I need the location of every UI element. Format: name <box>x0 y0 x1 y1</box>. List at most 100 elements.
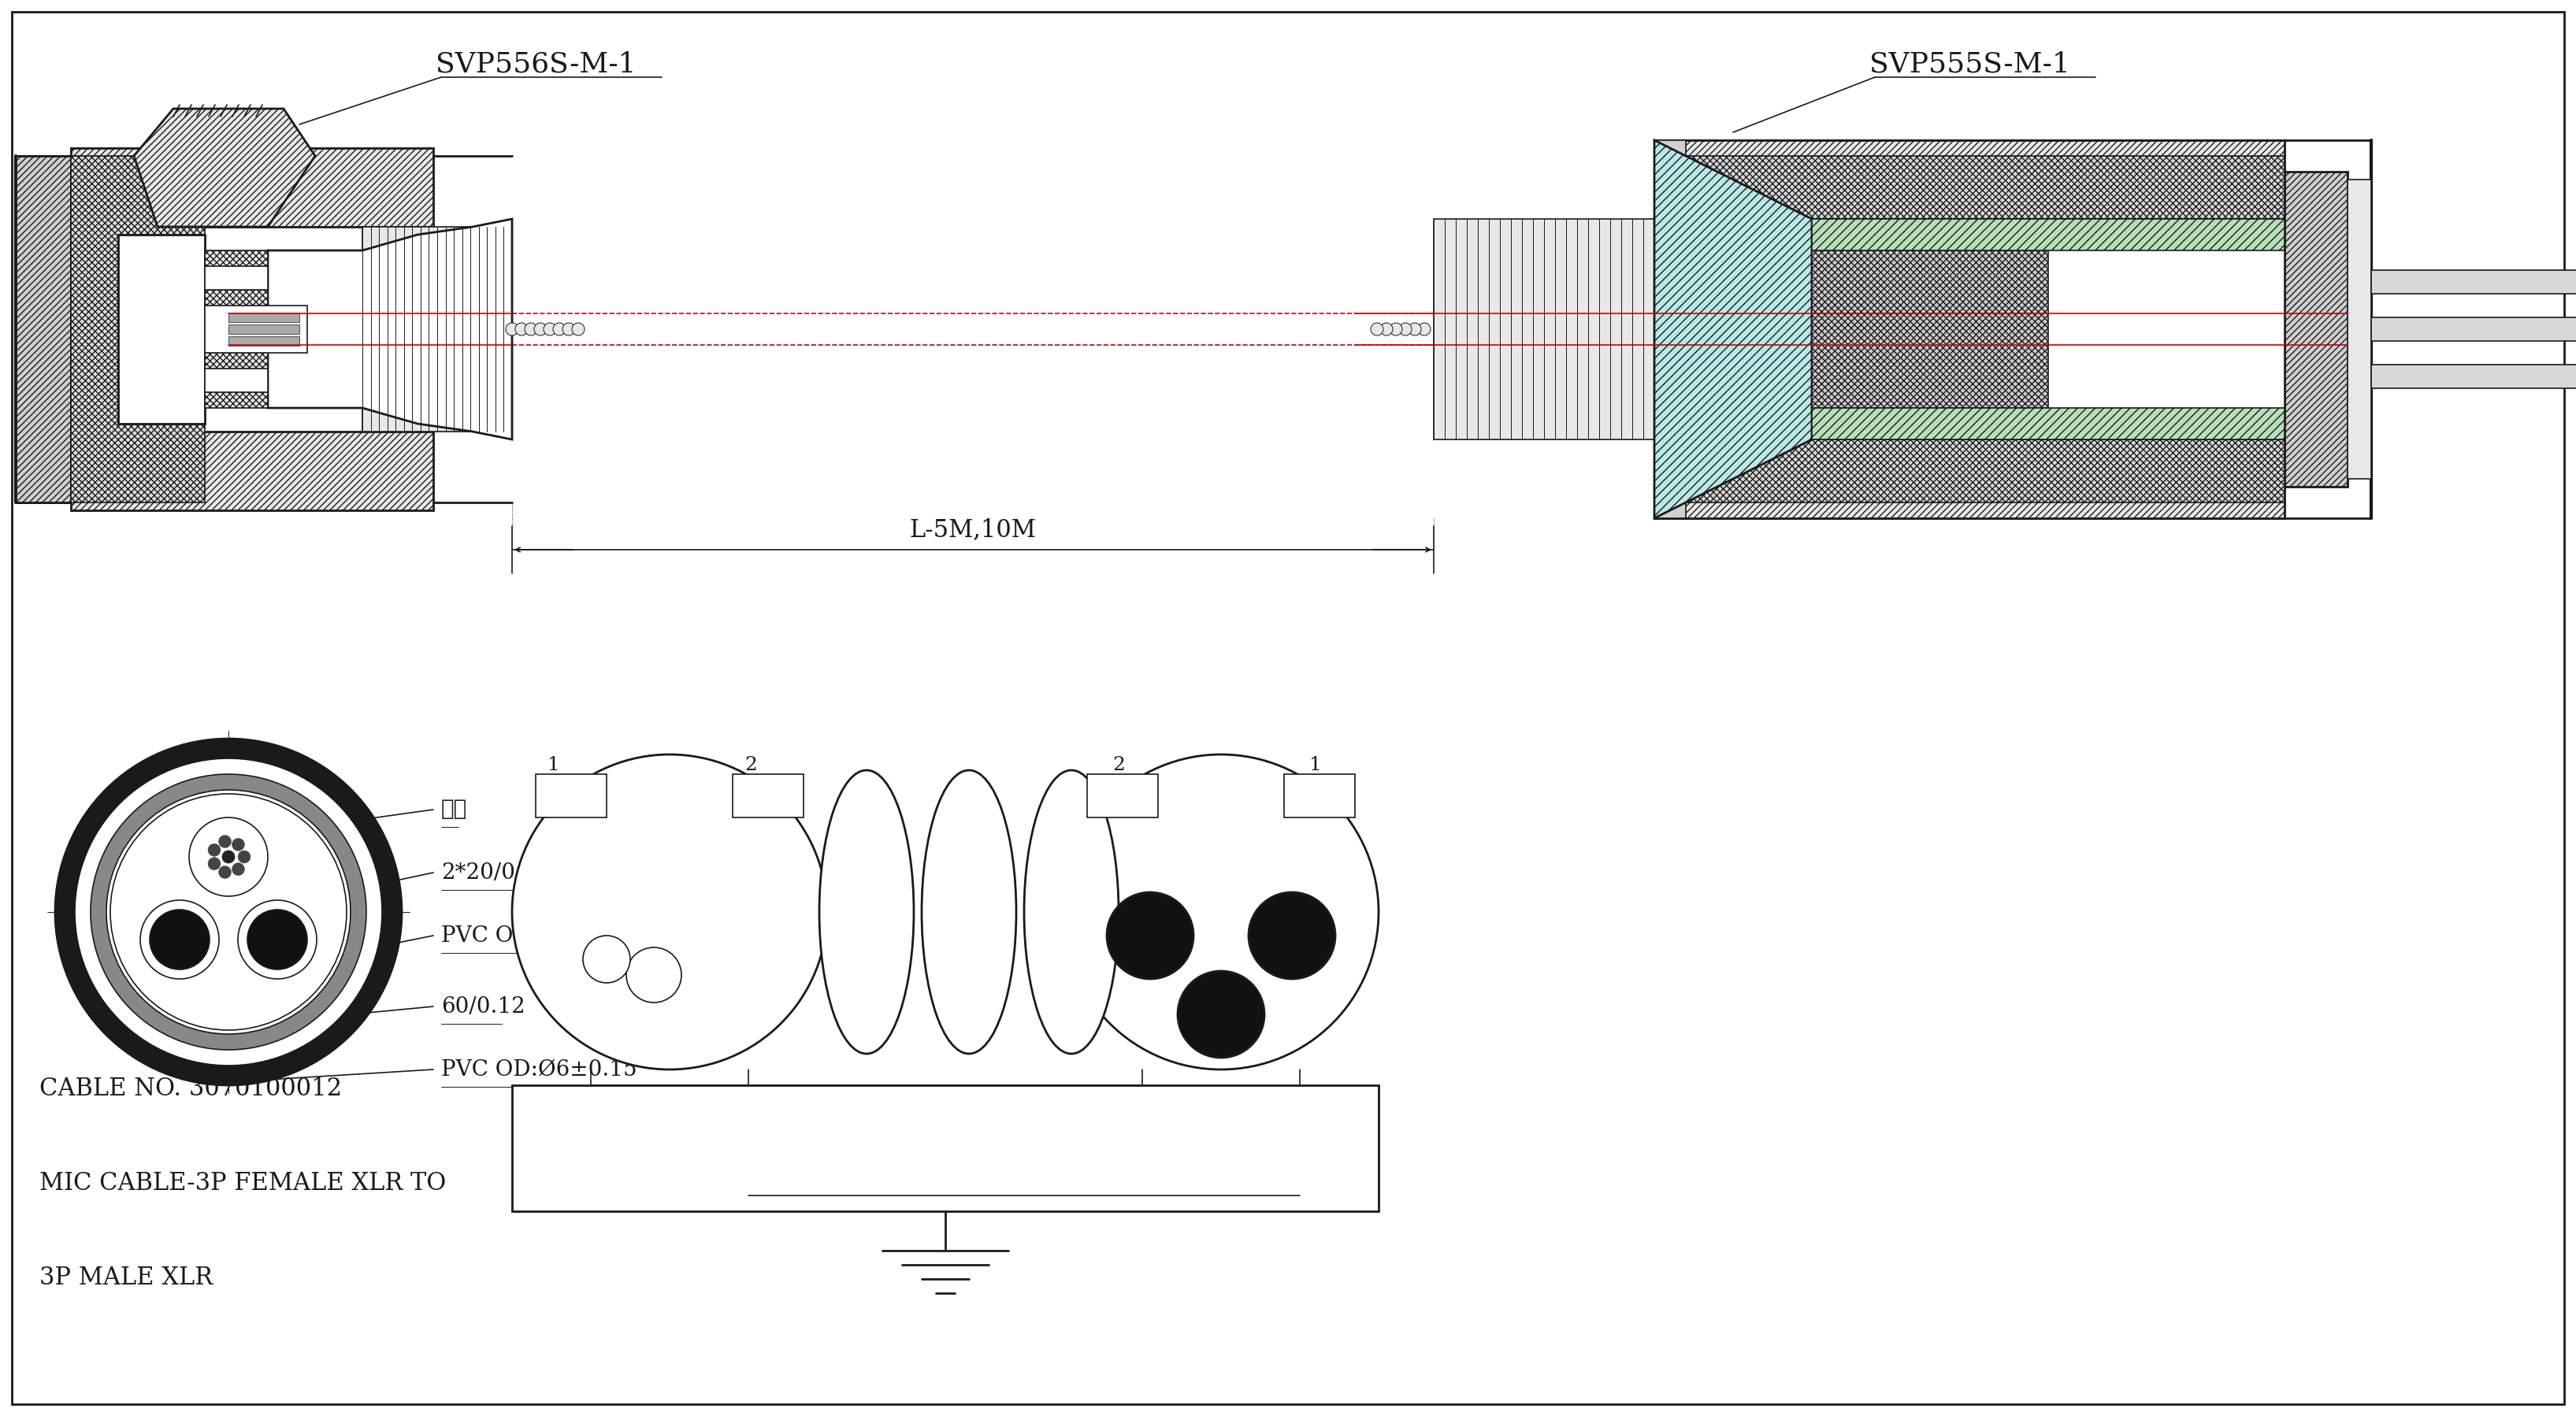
Ellipse shape <box>1025 770 1118 1054</box>
Bar <box>1654 439 1685 518</box>
Circle shape <box>90 775 366 1049</box>
Text: 2: 2 <box>1113 756 1126 775</box>
Circle shape <box>149 909 209 970</box>
Circle shape <box>1381 323 1394 336</box>
Bar <box>2347 180 2370 479</box>
Circle shape <box>505 323 518 336</box>
Bar <box>2370 317 2576 341</box>
Text: L-5M,10M: L-5M,10M <box>909 517 1036 542</box>
Circle shape <box>188 817 268 896</box>
Circle shape <box>562 323 574 336</box>
Circle shape <box>170 918 183 930</box>
Bar <box>2370 270 2576 293</box>
Bar <box>206 368 268 392</box>
Text: SVP555S-M-1: SVP555S-M-1 <box>1870 51 2069 78</box>
Circle shape <box>1249 892 1334 978</box>
Circle shape <box>237 901 317 978</box>
Ellipse shape <box>819 770 914 1054</box>
Circle shape <box>544 323 556 336</box>
Circle shape <box>572 323 585 336</box>
Circle shape <box>1399 323 1412 336</box>
Circle shape <box>258 926 270 939</box>
Bar <box>1685 439 2285 503</box>
Bar <box>15 156 72 503</box>
Circle shape <box>183 920 196 933</box>
Circle shape <box>75 759 381 1066</box>
Text: PVC OD:Ø6±0.15: PVC OD:Ø6±0.15 <box>440 1059 636 1080</box>
Text: 棉线: 棉线 <box>440 799 466 820</box>
Bar <box>229 336 299 346</box>
Bar <box>1283 775 1355 817</box>
Bar <box>72 149 433 227</box>
Bar <box>2370 365 2576 388</box>
Circle shape <box>1177 971 1265 1058</box>
Bar <box>118 235 206 423</box>
Circle shape <box>281 946 294 959</box>
Circle shape <box>582 936 631 983</box>
Circle shape <box>286 933 299 946</box>
Circle shape <box>219 835 232 848</box>
Bar <box>72 432 433 510</box>
Bar <box>1811 219 2285 251</box>
Bar <box>206 251 268 408</box>
Circle shape <box>183 946 196 959</box>
Circle shape <box>188 933 201 946</box>
Circle shape <box>513 755 827 1069</box>
Circle shape <box>1388 323 1401 336</box>
Text: MIC CABLE-3P FEMALE XLR TO: MIC CABLE-3P FEMALE XLR TO <box>39 1171 446 1195</box>
Bar <box>1654 140 2285 219</box>
Circle shape <box>270 933 283 946</box>
Bar <box>513 1085 1378 1211</box>
Circle shape <box>268 949 281 961</box>
Bar <box>363 227 513 432</box>
Bar <box>1087 775 1159 817</box>
Text: SVP556S-M-1: SVP556S-M-1 <box>435 51 636 78</box>
Circle shape <box>232 838 245 851</box>
Circle shape <box>247 909 307 970</box>
Circle shape <box>1409 323 1422 336</box>
Bar <box>229 313 299 321</box>
Text: CABLE NO. 3070100012: CABLE NO. 3070100012 <box>39 1076 343 1102</box>
Polygon shape <box>134 109 314 227</box>
Text: 3: 3 <box>672 933 685 952</box>
Polygon shape <box>1654 140 1811 518</box>
Bar <box>229 324 299 334</box>
Circle shape <box>526 323 538 336</box>
Bar <box>1435 219 1654 439</box>
Text: 60/0.12: 60/0.12 <box>440 995 526 1017</box>
Text: 1: 1 <box>1309 756 1321 775</box>
Circle shape <box>258 940 270 953</box>
Text: 3: 3 <box>1234 935 1244 953</box>
Circle shape <box>160 926 173 939</box>
Circle shape <box>222 851 234 864</box>
Circle shape <box>160 940 173 953</box>
Text: 1: 1 <box>549 756 559 775</box>
Circle shape <box>170 949 183 961</box>
Circle shape <box>1417 323 1430 336</box>
Circle shape <box>626 947 683 1003</box>
Circle shape <box>1370 323 1383 336</box>
Bar <box>536 775 605 817</box>
Circle shape <box>1064 755 1378 1069</box>
Circle shape <box>554 323 567 336</box>
Circle shape <box>268 918 281 930</box>
Circle shape <box>209 857 222 869</box>
Bar <box>1811 408 2285 439</box>
Bar <box>206 266 268 290</box>
Bar <box>1654 140 1685 219</box>
Polygon shape <box>268 219 513 439</box>
Circle shape <box>173 933 185 946</box>
Circle shape <box>515 323 528 336</box>
Circle shape <box>111 794 348 1029</box>
Bar <box>1811 251 2048 408</box>
Circle shape <box>106 790 350 1034</box>
Circle shape <box>1108 892 1193 978</box>
Circle shape <box>139 901 219 978</box>
Bar <box>732 775 804 817</box>
Circle shape <box>209 844 222 857</box>
Bar <box>1685 156 2285 219</box>
Bar <box>1654 439 2285 518</box>
Circle shape <box>232 862 245 875</box>
Circle shape <box>281 920 294 933</box>
Text: 3P MALE XLR: 3P MALE XLR <box>39 1266 214 1290</box>
